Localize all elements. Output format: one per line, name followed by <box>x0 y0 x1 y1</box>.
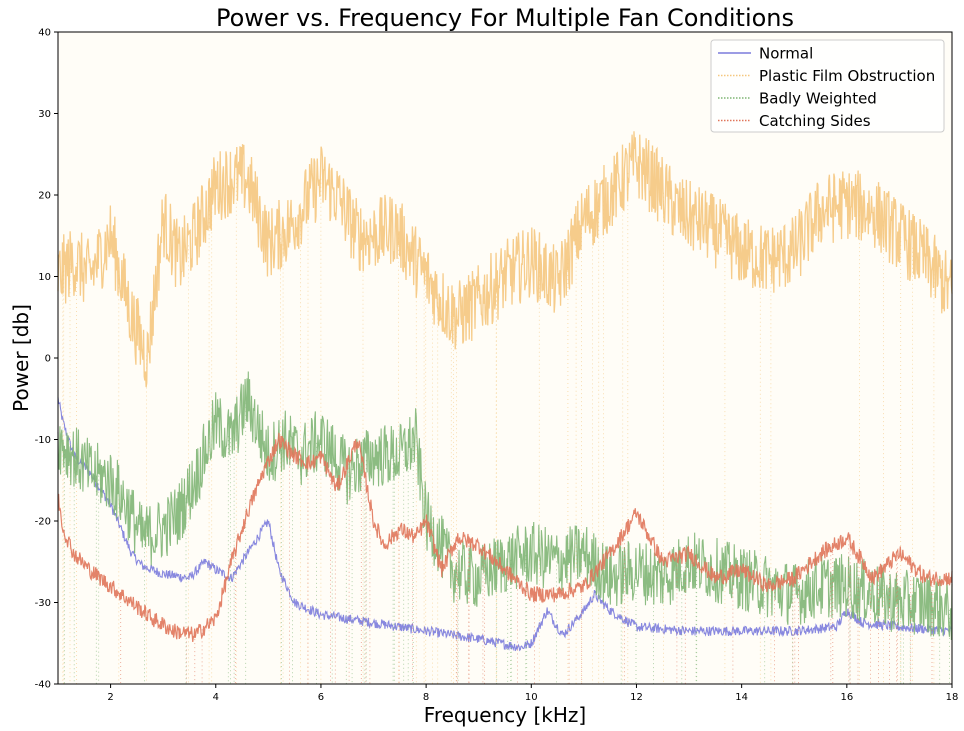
legend-entry: Catching Sides <box>759 112 871 130</box>
x-tick-label: 6 <box>318 692 324 703</box>
y-axis-label: Power [db] <box>9 304 33 412</box>
x-axis: 2 4 6 8 10 12 14 16 18 <box>107 684 958 703</box>
legend-entry: Normal <box>759 45 813 63</box>
y-tick-label: 30 <box>38 109 51 120</box>
series-normal <box>57 397 953 652</box>
series-line <box>57 432 953 642</box>
x-tick-label: 8 <box>423 692 429 703</box>
series-layer <box>57 131 953 684</box>
x-axis-label: Frequency [kHz] <box>424 703 586 727</box>
y-tick-label: 10 <box>38 272 51 283</box>
y-tick-label: 0 <box>45 354 51 365</box>
y-tick-label: -10 <box>35 435 51 446</box>
legend-entry: Plastic Film Obstruction <box>759 67 935 85</box>
x-tick-label: 16 <box>840 692 853 703</box>
legend: Normal Plastic Film Obstruction Badly Weig… <box>710 39 945 133</box>
x-tick-label: 4 <box>213 692 219 703</box>
x-tick-label: 12 <box>630 692 643 703</box>
series-line <box>57 131 953 388</box>
series-line <box>57 371 953 641</box>
y-tick-label: -40 <box>35 680 51 691</box>
series-catching-sides <box>57 432 953 684</box>
x-tick-label: 18 <box>946 692 959 703</box>
y-tick-label: 40 <box>38 28 51 39</box>
y-tick-label: 20 <box>38 191 51 202</box>
legend-box <box>710 39 945 133</box>
x-tick-label: 2 <box>107 692 113 703</box>
x-tick-label: 14 <box>735 692 748 703</box>
y-tick-label: -30 <box>35 598 51 609</box>
legend-entry: Badly Weighted <box>759 90 877 108</box>
series-line <box>57 397 953 652</box>
y-axis: -40 -30 -20 -10 0 10 20 30 40 <box>35 28 58 691</box>
series-badly-weighted <box>57 371 953 684</box>
x-tick-label: 10 <box>525 692 538 703</box>
y-tick-label: -20 <box>35 517 51 528</box>
chart-title: Power vs. Frequency For Multiple Fan Con… <box>216 4 794 32</box>
